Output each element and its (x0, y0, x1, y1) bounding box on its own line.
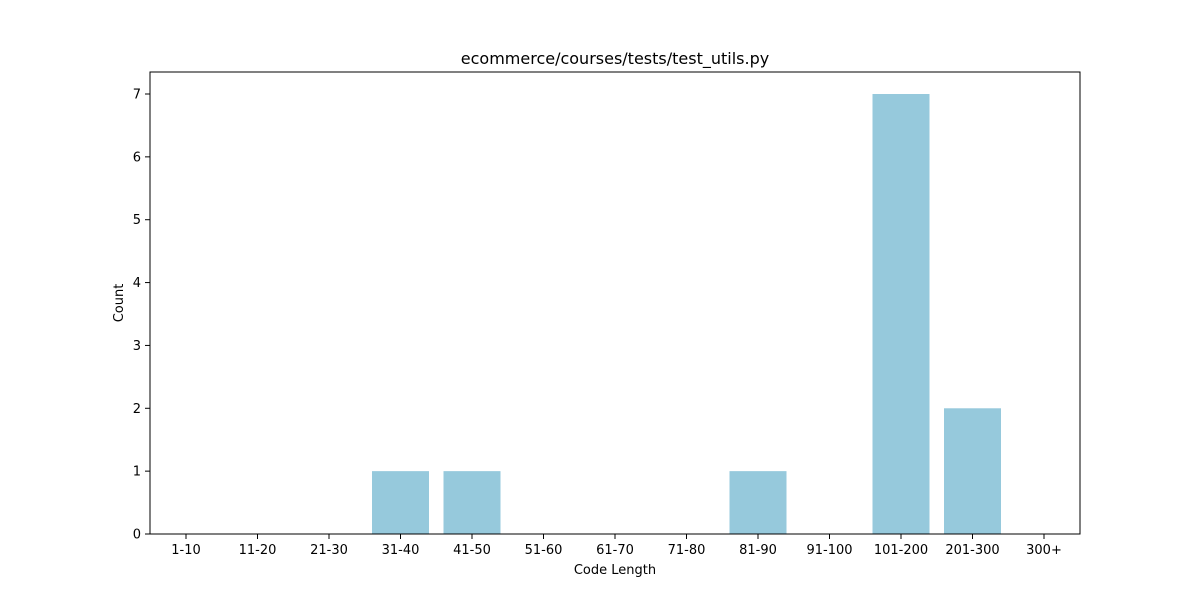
bar-31-40 (372, 471, 429, 534)
y-axis-ticks: 0 1 2 3 4 5 6 7 (133, 88, 150, 543)
bars-group (372, 94, 1001, 534)
y-axis-label: Count (112, 284, 127, 323)
x-tick-label: 61-70 (596, 543, 634, 558)
x-tick-label: 101-200 (874, 543, 928, 558)
x-tick-label: 201-300 (945, 543, 999, 558)
y-tick-label: 3 (133, 339, 141, 354)
y-tick-label: 2 (133, 402, 141, 417)
x-tick-label: 51-60 (525, 543, 563, 558)
x-tick-label: 81-90 (739, 543, 777, 558)
x-tick-label: 21-30 (310, 543, 348, 558)
bar-201-300 (944, 408, 1001, 534)
y-tick-label: 4 (133, 276, 141, 291)
y-tick-label: 1 (133, 465, 141, 480)
x-tick-label: 71-80 (668, 543, 706, 558)
x-tick-label: 11-20 (239, 543, 277, 558)
bar-101-200 (872, 94, 930, 534)
y-tick-label: 6 (133, 150, 141, 165)
x-tick-label: 91-100 (806, 543, 852, 558)
x-tick-label: 31-40 (382, 543, 420, 558)
x-tick-label: 1-10 (171, 543, 201, 558)
y-tick-label: 0 (133, 528, 141, 543)
plot-frame (149, 71, 1081, 535)
x-axis-ticks: 1-10 11-20 21-30 31-40 41-50 51-60 61-70 71-80 8… (171, 534, 1062, 558)
x-tick-label: 300+ (1026, 543, 1062, 558)
y-tick-label: 7 (133, 88, 141, 103)
x-tick-label: 41-50 (453, 543, 491, 558)
y-tick-label: 5 (133, 213, 141, 228)
bar-41-50 (443, 471, 501, 534)
chart-title: ecommerce/courses/tests/test_utils.py (461, 49, 769, 69)
bar-81-90 (729, 471, 787, 534)
x-axis-label: Code Length (574, 563, 656, 578)
